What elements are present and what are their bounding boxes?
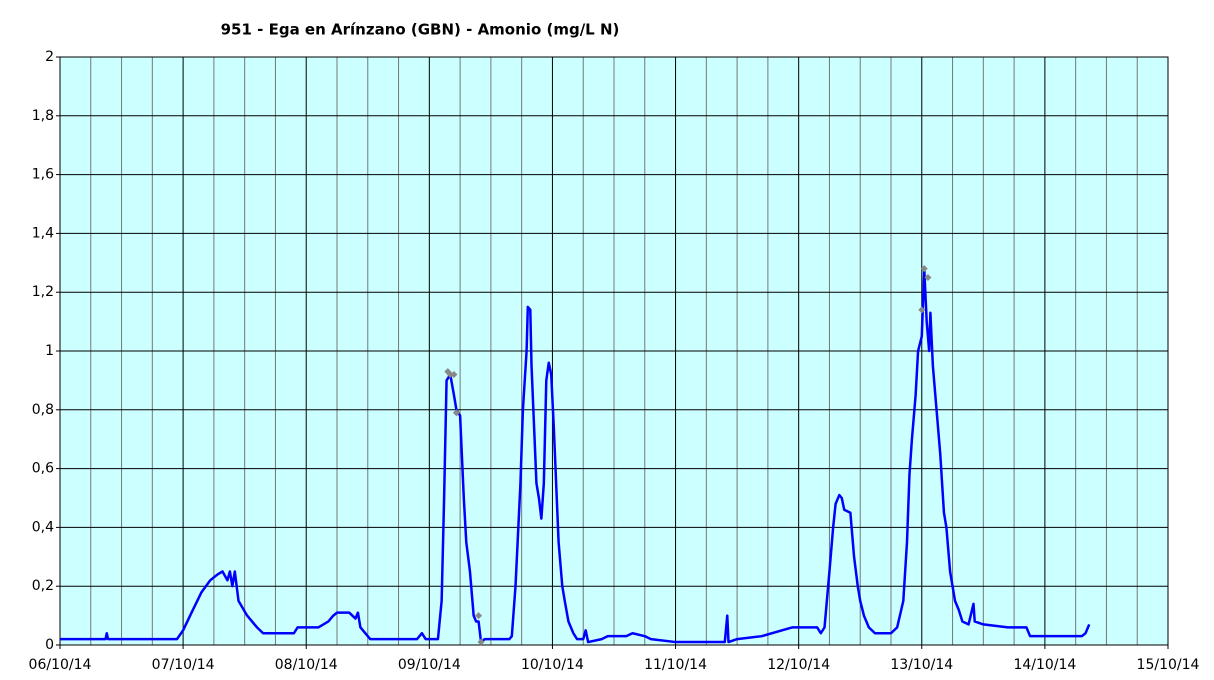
y-tick-label: 2 bbox=[45, 49, 54, 65]
data-point bbox=[452, 409, 460, 417]
data-point bbox=[920, 265, 928, 273]
x-tick-label: 14/10/14 bbox=[1013, 657, 1076, 673]
data-point bbox=[446, 371, 454, 379]
y-tick-label: 0,6 bbox=[32, 461, 54, 477]
data-point bbox=[918, 306, 926, 314]
data-line bbox=[60, 267, 1091, 644]
data-point bbox=[475, 612, 483, 620]
x-tick-label: 08/10/14 bbox=[275, 657, 338, 673]
y-tick-label: 0,4 bbox=[32, 519, 54, 535]
y-tick-label: 0 bbox=[45, 637, 54, 653]
x-tick-label: 11/10/14 bbox=[644, 657, 707, 673]
x-tick-label: 06/10/14 bbox=[29, 657, 92, 673]
x-tick-label: 15/10/14 bbox=[1137, 657, 1200, 673]
y-tick-label: 0,8 bbox=[32, 402, 54, 418]
y-tick-label: 1 bbox=[45, 343, 54, 359]
data-point bbox=[477, 638, 485, 646]
data-point bbox=[924, 274, 932, 281]
x-tick-label: 12/10/14 bbox=[767, 657, 830, 673]
data-point bbox=[450, 371, 458, 379]
y-tick-label: 1,6 bbox=[32, 167, 54, 183]
y-tick-label: 1,4 bbox=[32, 225, 54, 241]
chart-title: 951 - Ega en Arínzano (GBN) - Amonio (mg… bbox=[221, 21, 620, 39]
y-tick-label: 0,2 bbox=[32, 578, 54, 594]
x-tick-label: 10/10/14 bbox=[521, 657, 584, 673]
x-tick-label: 13/10/14 bbox=[890, 657, 953, 673]
x-tick-label: 09/10/14 bbox=[398, 657, 461, 673]
y-tick-label: 1,2 bbox=[32, 284, 54, 300]
x-tick-label: 07/10/14 bbox=[152, 657, 215, 673]
y-tick-label: 1,8 bbox=[32, 108, 54, 124]
